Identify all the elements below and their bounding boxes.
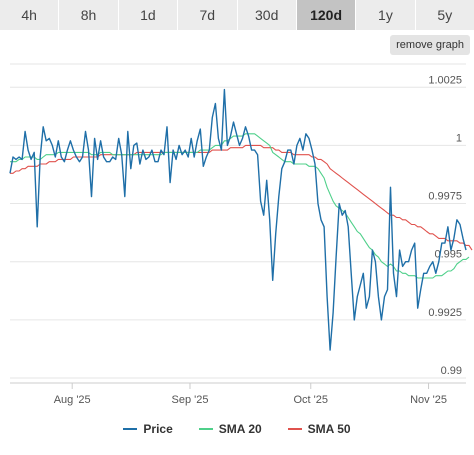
remove-graph-button[interactable]: remove graph [390,35,470,55]
x-tick-label: Oct '25 [294,394,329,406]
y-tick-label: 0.9975 [428,191,462,203]
legend-label: Price [143,422,173,436]
series-line-sma-50 [10,144,473,251]
legend-item-price[interactable]: Price [123,420,173,438]
x-tick-label: Sep '25 [171,394,208,406]
range-tabs: 4h 8h 1d 7d 30d 120d 1y 5y [0,0,474,30]
y-tick-label: 1.0025 [428,74,462,86]
x-tick-label: Nov '25 [410,394,447,406]
y-tick-label: 0.99 [441,365,462,377]
legend-swatch [198,428,213,430]
y-tick-label: 0.9925 [428,307,462,319]
legend-swatch [123,428,138,430]
tab-4h[interactable]: 4h [0,0,60,30]
tab-7d[interactable]: 7d [178,0,238,30]
legend-swatch [287,428,302,430]
y-tick-label: 0.995 [434,249,462,261]
series-line-sma-20 [10,133,470,279]
legend-item-sma-50[interactable]: SMA 50 [287,420,351,438]
legend-item-sma-20[interactable]: SMA 20 [198,420,262,438]
y-tick-label: 1 [456,132,462,144]
x-tick-label: Aug '25 [54,394,91,406]
tab-120d[interactable]: 120d [296,0,357,30]
series-line-price [9,88,467,351]
tab-5y[interactable]: 5y [415,0,474,30]
legend-label: SMA 20 [218,422,262,436]
tab-1y[interactable]: 1y [356,0,416,30]
tab-1d[interactable]: 1d [118,0,179,30]
legend-label: SMA 50 [307,422,351,436]
chart-legend: Price SMA 20 SMA 50 [0,420,474,438]
price-chart: 0.99 0.9925 0.995 0.9975 1 1.0025 Aug '25 Sep '… [9,63,473,406]
tab-30d[interactable]: 30d [237,0,297,30]
tab-8h[interactable]: 8h [59,0,119,30]
